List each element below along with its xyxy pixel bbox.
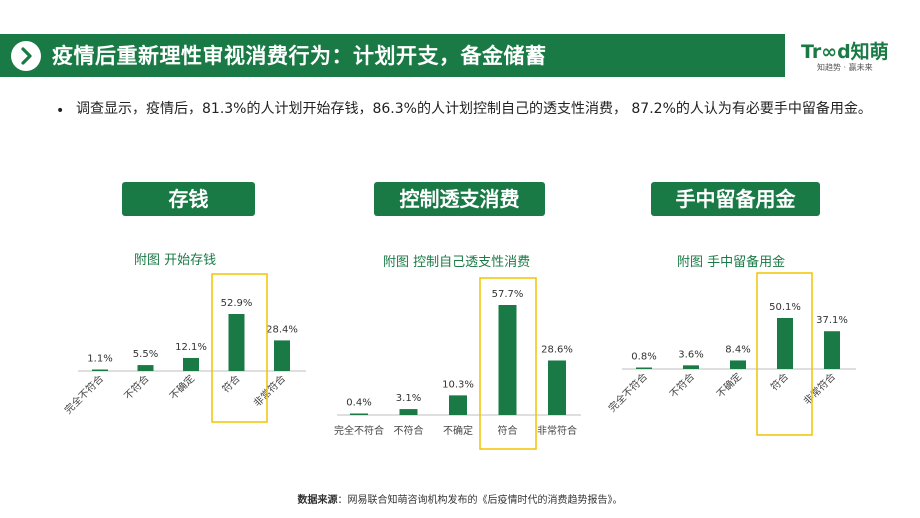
bar-5 bbox=[274, 340, 290, 371]
category-label-5: 非常符合 bbox=[801, 370, 838, 407]
title-band bbox=[0, 34, 785, 77]
category-label-3: 不确定 bbox=[443, 424, 473, 437]
page-title: 疫情后重新理性审视消费行为：计划开支，备金储蓄 bbox=[52, 44, 547, 68]
bar-3 bbox=[183, 357, 199, 371]
logo-slogan: 知趋势 · 赢未来 bbox=[817, 63, 873, 72]
bar-1 bbox=[92, 369, 108, 371]
data-label-5: 37.1% bbox=[816, 315, 848, 326]
source-label: 数据来源 bbox=[297, 495, 338, 506]
data-label-1: 0.4% bbox=[346, 398, 371, 409]
bullet-dot: • bbox=[56, 103, 65, 119]
bar-5 bbox=[824, 331, 840, 369]
category-label-4: 符合 bbox=[768, 370, 791, 393]
panel-head-saving: 存钱 bbox=[122, 182, 255, 216]
bar-3 bbox=[449, 395, 467, 415]
data-label-1: 1.1% bbox=[87, 354, 112, 365]
bar-5 bbox=[548, 360, 566, 415]
category-label-2: 不符合 bbox=[394, 424, 424, 437]
bar-2 bbox=[683, 365, 699, 369]
bar-4 bbox=[228, 314, 245, 371]
logo-text: Tr∞d知萌 bbox=[801, 41, 889, 63]
chart-subtitle-reserve: 附图 手中留备用金 bbox=[677, 255, 786, 270]
source-text: ：网易联合知萌咨询机构发布的《后疫情时代的消费趋势报告》。 bbox=[337, 495, 623, 506]
data-label-2: 3.6% bbox=[678, 349, 703, 360]
data-label-1: 0.8% bbox=[631, 352, 656, 363]
highlight-box bbox=[479, 277, 537, 450]
logo-area bbox=[785, 34, 920, 77]
panel-head-control: 控制透支消费 bbox=[374, 182, 545, 216]
data-label-3: 10.3% bbox=[442, 379, 474, 390]
data-label-3: 12.1% bbox=[175, 342, 207, 353]
data-label-3: 8.4% bbox=[725, 344, 750, 355]
source-note: 数据来源：网易联合知萌咨询机构发布的《后疫情时代的消费趋势报告》。 bbox=[0, 491, 920, 506]
bar-2 bbox=[399, 409, 418, 415]
highlight-box bbox=[211, 273, 268, 423]
data-label-5: 28.4% bbox=[266, 324, 298, 335]
data-label-2: 5.5% bbox=[133, 349, 158, 360]
chevron-right-icon bbox=[11, 41, 41, 71]
data-label-2: 3.1% bbox=[396, 393, 421, 404]
category-label-2: 不符合 bbox=[667, 370, 697, 400]
chart-subtitle-control: 附图 控制自己透支性消费 bbox=[383, 255, 531, 270]
data-label-4: 52.9% bbox=[221, 298, 253, 309]
bar-1 bbox=[350, 413, 368, 415]
category-label-4: 符合 bbox=[498, 424, 518, 437]
brand-logo: Tr∞d知萌 知趋势 · 赢未来 bbox=[801, 37, 913, 75]
bar-3 bbox=[730, 360, 746, 369]
intro-text: 调查显示，疫情后，81.3%的人计划开始存钱，86.3%的人计划控制自己的透支性… bbox=[76, 101, 872, 117]
category-label-3: 不确定 bbox=[714, 370, 744, 400]
category-label-5: 非常符合 bbox=[537, 424, 577, 437]
category-label-1: 完全不符合 bbox=[606, 370, 651, 415]
data-label-4: 57.7% bbox=[492, 289, 524, 300]
data-label-4: 50.1% bbox=[769, 302, 801, 313]
bar-4 bbox=[777, 318, 793, 369]
category-label-1: 完全不符合 bbox=[334, 424, 384, 437]
bar-2 bbox=[137, 365, 154, 371]
highlight-box bbox=[756, 272, 813, 436]
bar-1 bbox=[636, 367, 652, 369]
chart-subtitle-saving: 附图 开始存钱 bbox=[134, 253, 217, 268]
data-label-5: 28.6% bbox=[541, 344, 573, 355]
panel-head-reserve: 手中留备用金 bbox=[651, 182, 820, 216]
bar-4 bbox=[498, 305, 517, 415]
